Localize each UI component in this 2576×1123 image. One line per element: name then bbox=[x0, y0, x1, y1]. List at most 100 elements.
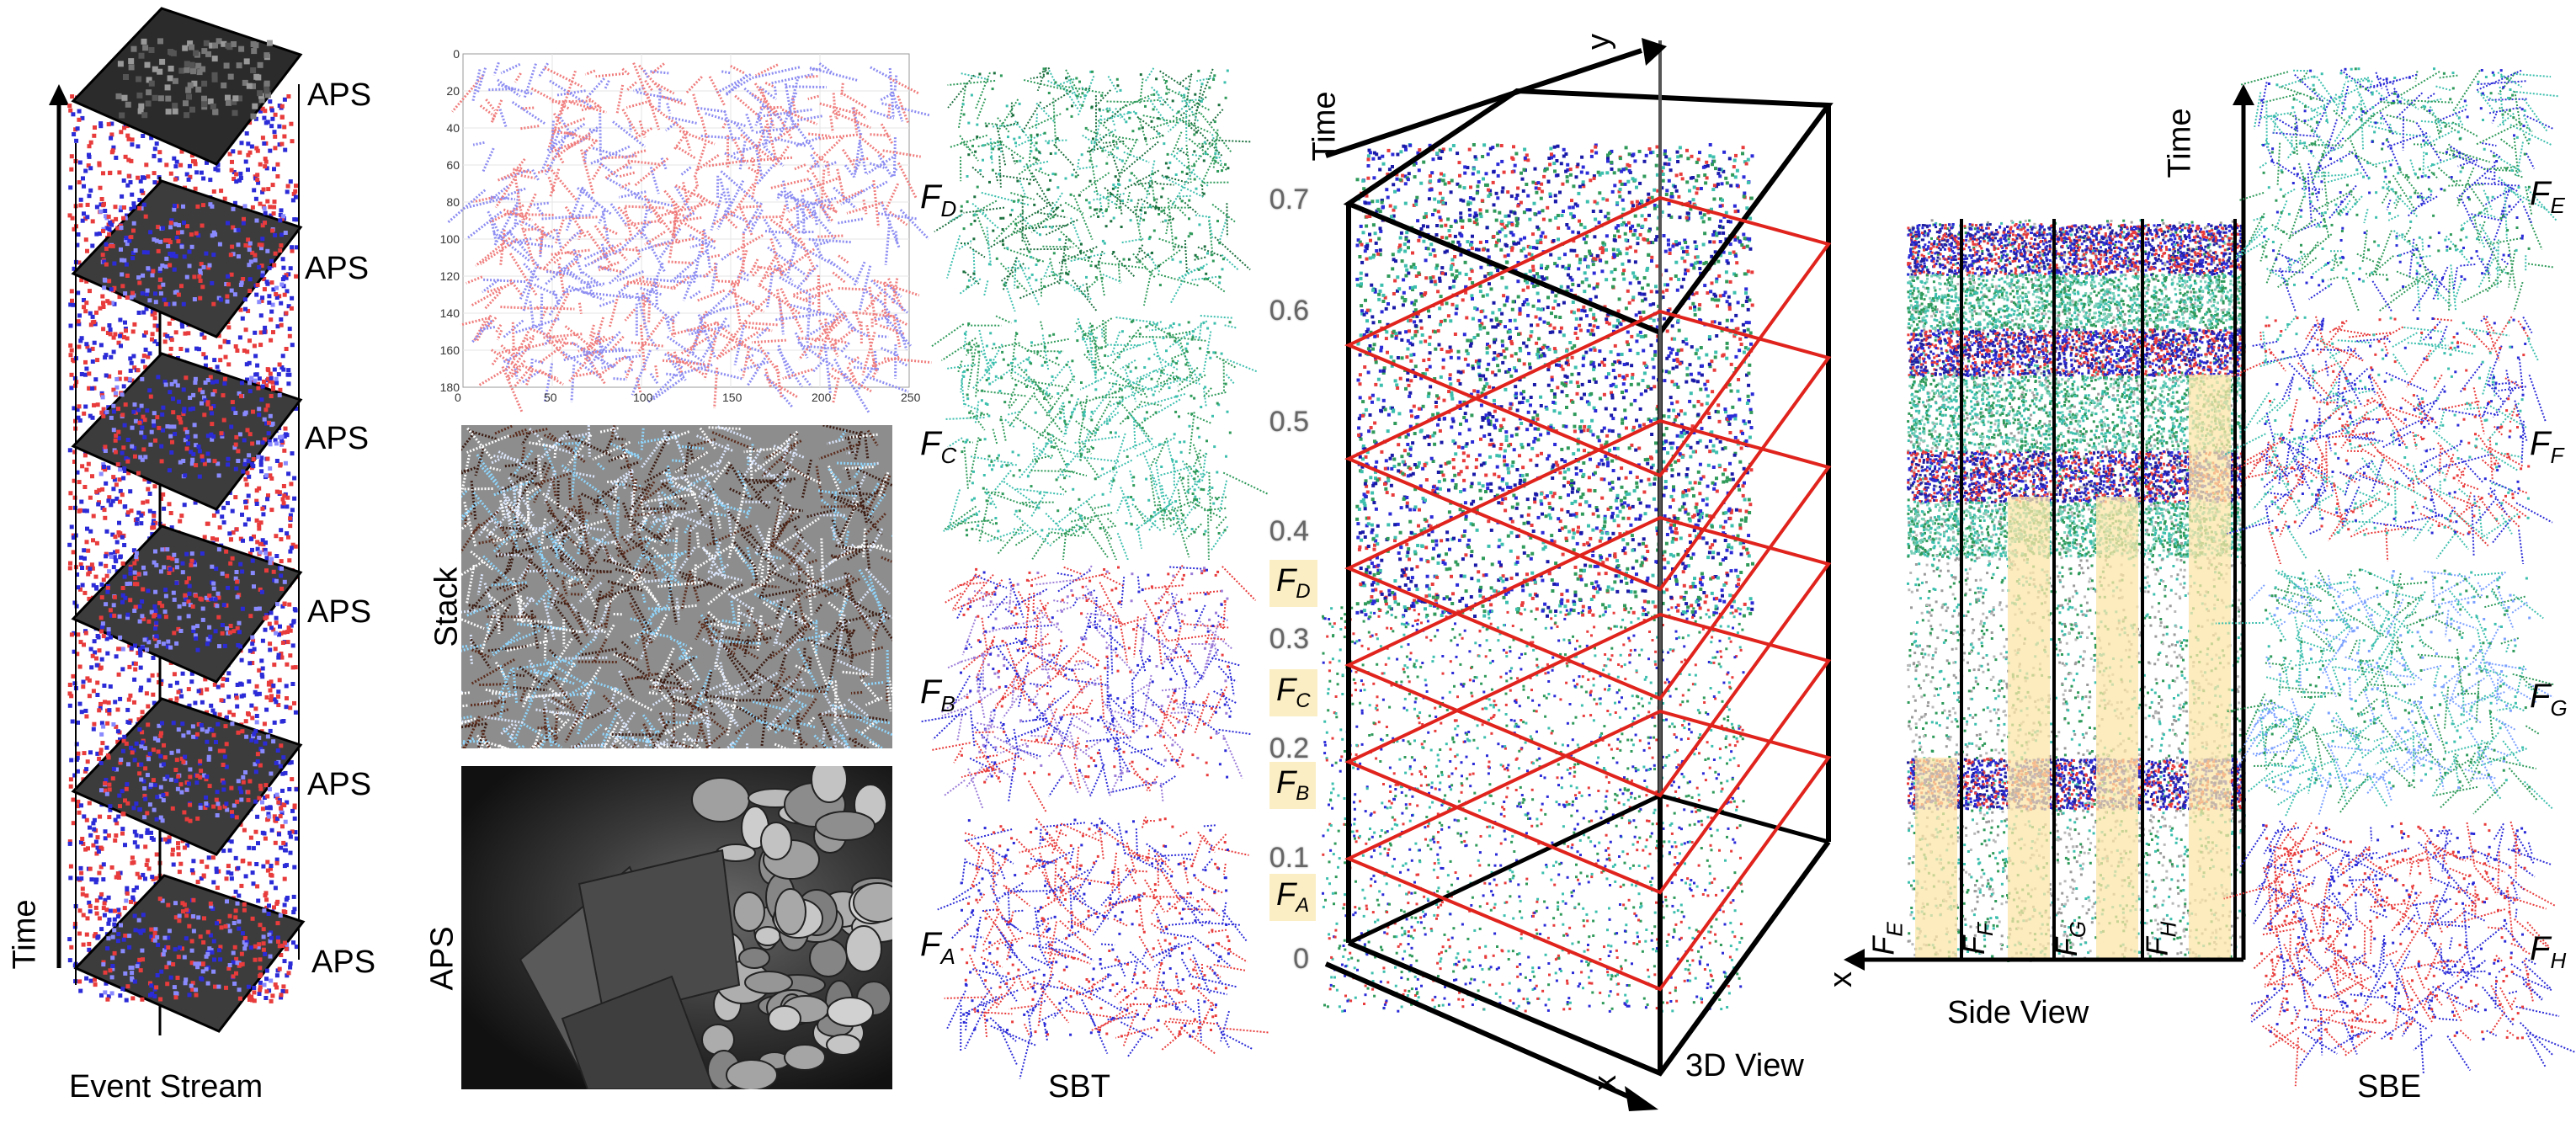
view3d-band-label-a: FA bbox=[1269, 874, 1317, 921]
aps-panel-label: APS bbox=[425, 907, 461, 990]
sbe-column-highlight bbox=[1915, 758, 1957, 960]
side-column-label-f: FF bbox=[1956, 923, 1999, 955]
sbe-frame-edges bbox=[2223, 820, 2576, 1087]
event-stream-graphic bbox=[49, 7, 306, 1035]
sbe-frame-dots bbox=[2260, 316, 2531, 536]
stack-graphic bbox=[461, 425, 892, 748]
sbt-column bbox=[918, 51, 1269, 1120]
plot-x-tick: 250 bbox=[901, 391, 920, 404]
sbt-frame-edges bbox=[937, 816, 1269, 1079]
plot-x-tick: 50 bbox=[544, 391, 557, 404]
sbt-frame-dots bbox=[960, 566, 1232, 785]
plot-y-tick: 160 bbox=[439, 343, 460, 357]
side-view-caption: Side View bbox=[1947, 995, 2089, 1031]
side-view-graphic bbox=[1844, 84, 2254, 971]
sbt-frame-label-a: FA bbox=[920, 926, 955, 970]
plot-y-tick: 60 bbox=[439, 158, 460, 172]
side-dense-band bbox=[1907, 328, 2246, 377]
aps-cobblestones bbox=[519, 766, 892, 1089]
sbt-frame bbox=[955, 560, 1233, 787]
sbe-frame-edges bbox=[2234, 69, 2558, 322]
view3d-band-label-b: FB bbox=[1269, 762, 1317, 809]
aps-graphic bbox=[519, 766, 892, 1089]
plot-y-tick: 40 bbox=[439, 121, 460, 135]
aps-label-1: APS bbox=[307, 77, 371, 114]
aps-label-3: APS bbox=[305, 421, 369, 457]
sbt-frame-edges bbox=[931, 315, 1269, 569]
time-slice-plane bbox=[1344, 709, 1832, 992]
view3d-axis-y: y bbox=[1581, 34, 1617, 50]
sbt-frame-label-b: FB bbox=[920, 673, 955, 717]
side-time-arrowhead bbox=[2233, 84, 2254, 105]
time-tick-label: 0.6 bbox=[1259, 295, 1309, 327]
axis-arrow-bottom bbox=[1324, 961, 1635, 1101]
sbe-frame-dots bbox=[2261, 568, 2531, 790]
plot-x-tick: 0 bbox=[455, 391, 461, 404]
event-plot-inset bbox=[438, 42, 932, 414]
stack-edges bbox=[461, 425, 892, 748]
sbe-frame-dots bbox=[2260, 67, 2531, 288]
time-arrow-head bbox=[49, 84, 69, 105]
side-x-arrowhead bbox=[1844, 949, 1865, 971]
time-slice-plane bbox=[1344, 612, 1832, 895]
side-dense-band bbox=[1907, 223, 2246, 276]
plot-y-tick: 20 bbox=[439, 84, 460, 98]
axis-arrowhead-bottom bbox=[1625, 1086, 1658, 1111]
sbt-frames-graphic bbox=[920, 63, 1269, 1079]
frame-events bbox=[98, 547, 287, 652]
cube-bottom-front bbox=[1347, 840, 1831, 1077]
time-tick-label: 0.3 bbox=[1259, 623, 1309, 656]
frame-events bbox=[98, 720, 288, 824]
time-tick-label: 0.5 bbox=[1259, 406, 1309, 439]
frame-texture bbox=[115, 38, 273, 120]
axis-arrowhead-top bbox=[1642, 38, 1667, 66]
time-tick-label: 0.1 bbox=[1259, 842, 1309, 875]
sbt-frame bbox=[955, 63, 1233, 290]
plot-x-tick: 200 bbox=[812, 391, 831, 404]
time-tick-label: 0.2 bbox=[1259, 732, 1309, 765]
time-tick-label: 0.4 bbox=[1259, 515, 1309, 548]
sbt-frame-label-c: FC bbox=[920, 425, 956, 469]
sbe-caption: SBE bbox=[2357, 1069, 2421, 1105]
aps-frame-plane bbox=[71, 697, 303, 856]
plot-y-tick: 180 bbox=[439, 381, 460, 394]
sbe-frame bbox=[2256, 817, 2534, 1044]
sbt-caption: SBT bbox=[1048, 1069, 1110, 1105]
time-slice-plane bbox=[1344, 515, 1832, 798]
plot-x-tick: 150 bbox=[722, 391, 742, 404]
aps-label-5: APS bbox=[307, 767, 371, 803]
view3d-graphic bbox=[1322, 38, 1834, 1111]
aps-frame-plane bbox=[71, 179, 303, 338]
aps-frame-plane bbox=[73, 874, 306, 1033]
sbe-frame-dots bbox=[2260, 822, 2530, 1041]
view3d-band-label-d: FD bbox=[1269, 560, 1317, 607]
side-view-time-label: Time bbox=[2163, 94, 2199, 178]
sbe-frame-label-e: FE bbox=[2530, 175, 2565, 219]
side-green-band bbox=[1907, 274, 2246, 331]
sbe-frames-graphic bbox=[2215, 63, 2576, 1087]
sbe-frame bbox=[2256, 63, 2534, 290]
side-column-label-e: FE bbox=[1866, 922, 1908, 955]
plot-y-tick: 120 bbox=[439, 269, 460, 283]
plot-y-tick: 140 bbox=[439, 306, 460, 320]
time-slice-plane bbox=[1344, 195, 1832, 478]
cube-events-upper bbox=[1355, 143, 1754, 618]
side-view-axis-x: x bbox=[1823, 971, 1860, 987]
sbe-frame-label-f: FF bbox=[2530, 425, 2563, 469]
sbe-frame-label-g: FG bbox=[2530, 678, 2568, 721]
sbe-column-highlight bbox=[2096, 497, 2138, 960]
aps-label-6: APS bbox=[311, 945, 375, 981]
view3d-caption: 3D View bbox=[1685, 1048, 1804, 1084]
sbe-frame bbox=[2256, 564, 2534, 791]
plot-y-tick: 80 bbox=[439, 195, 460, 209]
sbt-frame-edges bbox=[920, 564, 1257, 814]
sbe-frame-label-h: FH bbox=[2530, 930, 2566, 974]
sbt-frame bbox=[955, 812, 1233, 1040]
sbt-frame-dots bbox=[961, 319, 1232, 537]
event-stream-caption: Event Stream bbox=[69, 1069, 263, 1105]
stack-label: Stack bbox=[429, 555, 466, 647]
plot-event-strokes bbox=[446, 61, 932, 414]
frame-events bbox=[98, 375, 288, 479]
stack-image bbox=[461, 425, 892, 748]
axis-arrow-top bbox=[1325, 48, 1642, 158]
